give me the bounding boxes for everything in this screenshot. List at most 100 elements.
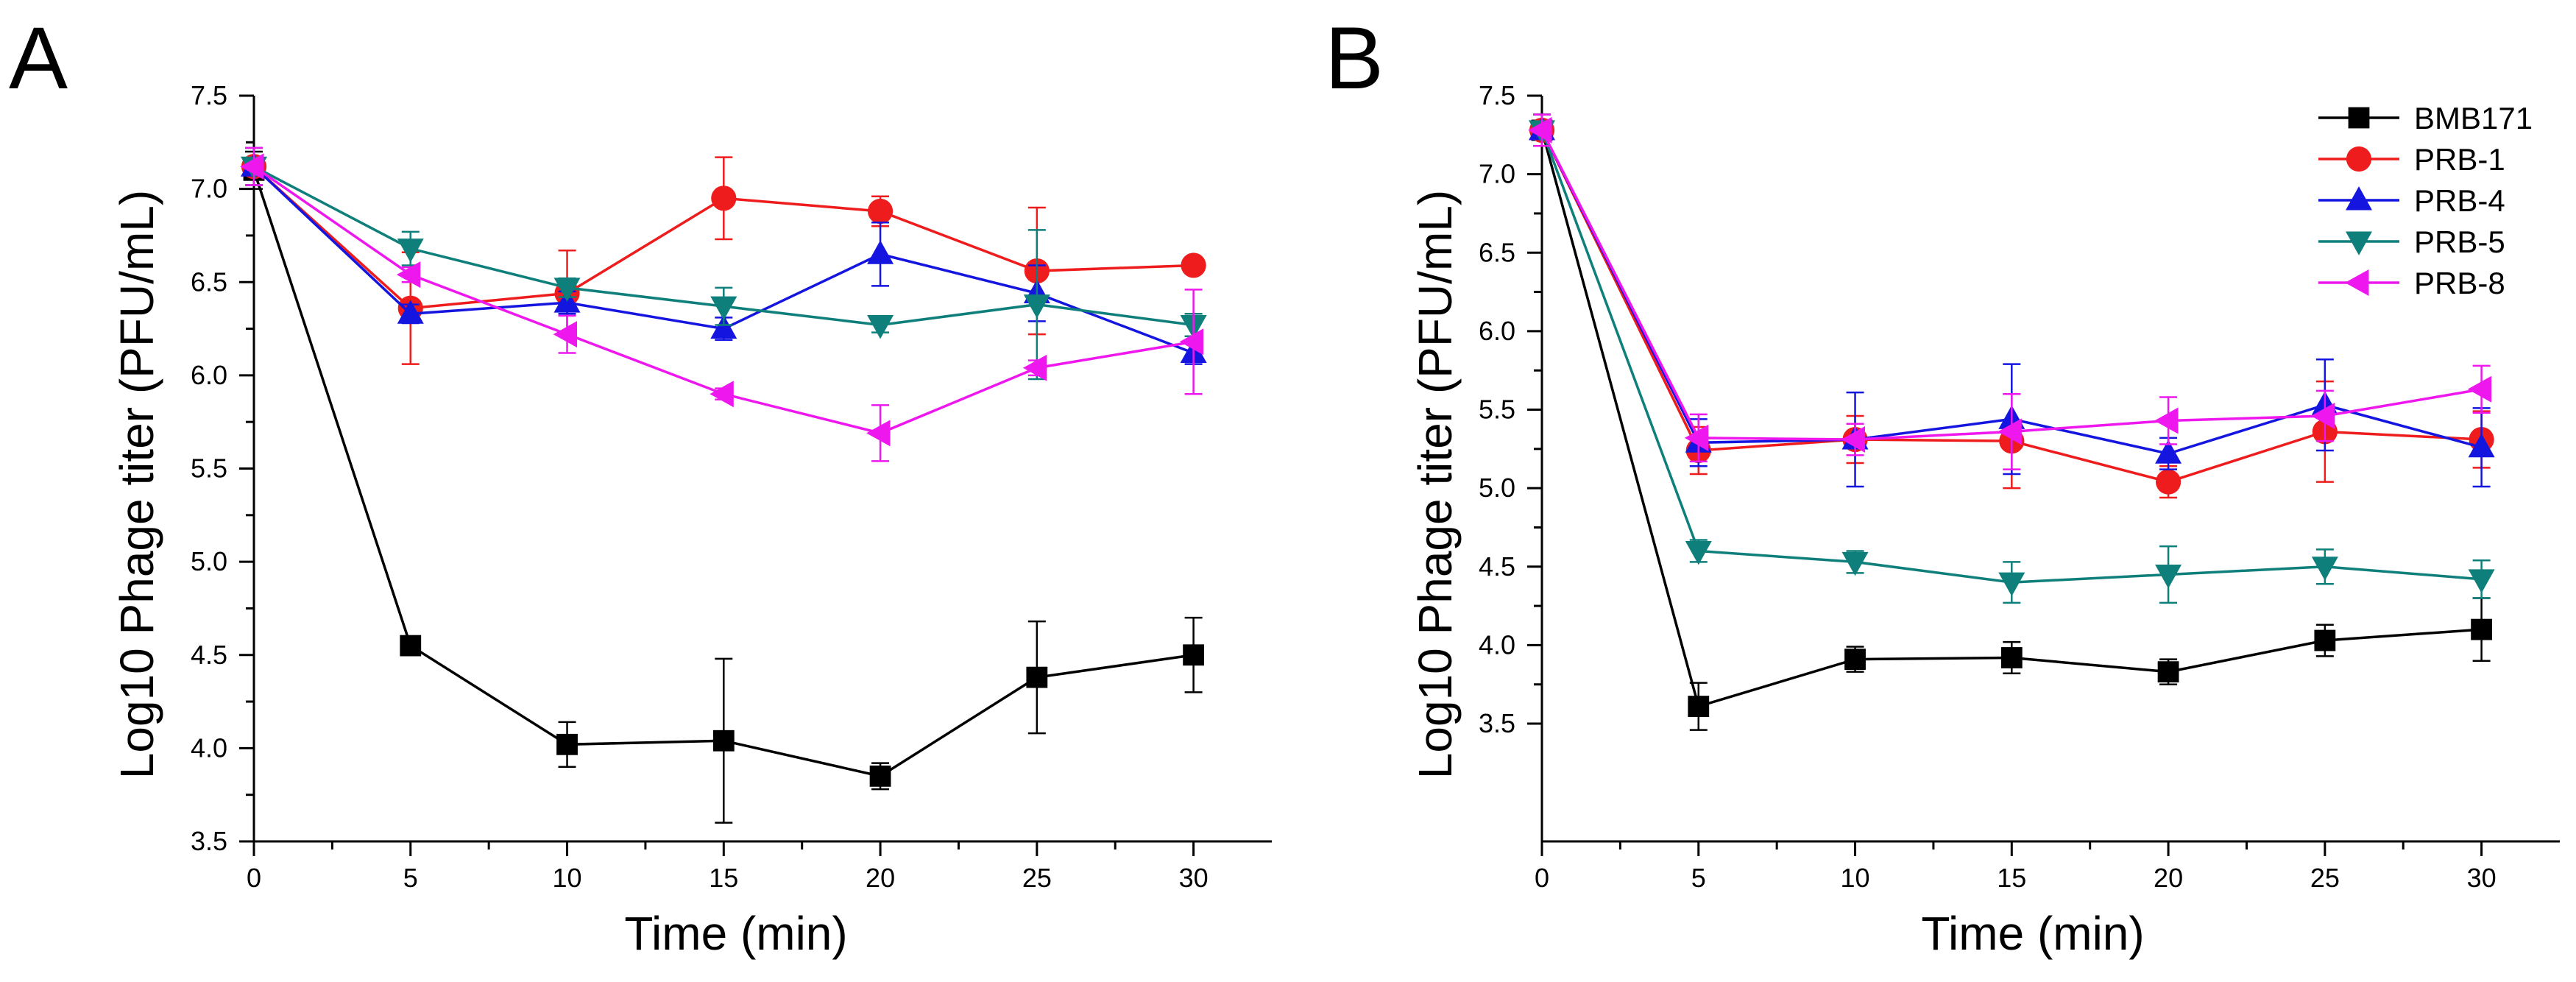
panel-a-data-point: [556, 733, 578, 755]
panel-b-legend-marker: [2346, 231, 2372, 255]
panel-b-x-tick-label: 15: [1997, 863, 2026, 893]
panel-b-y-tick-label: 6.5: [1479, 237, 1515, 267]
panel-a-x-tick-label: 10: [553, 863, 582, 893]
panel-a-y-axis-title: Log10 Phage titer (PFU/mL): [110, 190, 163, 779]
panel-b-data-point: [1998, 572, 2025, 597]
panel-b-series-line: [1540, 130, 2482, 584]
panel-a-data-point: [867, 240, 894, 264]
panel-b-data-point: [2000, 647, 2023, 668]
panel-a-data-point: [867, 198, 894, 225]
panel-a-y-tick-label: 3.5: [191, 826, 227, 856]
panel-b-data-point: [1685, 540, 1712, 565]
panel-b-data-point: [1841, 426, 1866, 453]
panel-b-data-point: [2311, 557, 2338, 581]
panel-b-data-point: [2155, 469, 2182, 495]
panel-b-data-point: [2468, 569, 2495, 593]
panel-a-data-point: [1181, 252, 1206, 278]
panel-a-letter: A: [9, 9, 68, 107]
panel-b-y-tick-label: 7.5: [1479, 80, 1515, 110]
panel-a-y-tick-label: 6.5: [191, 266, 227, 297]
panel-b-y-tick-label: 4.5: [1479, 551, 1515, 582]
panel-a-x-tick-label: 30: [1179, 863, 1209, 893]
panel-b: B Time (min) Log10 Phage titer (PFU/mL) …: [1325, 9, 2560, 960]
panel-b-legend-marker: [2346, 186, 2372, 211]
panel-a-x-tick-label: 5: [403, 863, 418, 893]
panel-a-data-point: [400, 635, 422, 657]
panel-a-data-point: [1023, 294, 1050, 319]
panel-b-data-point: [2155, 439, 2182, 464]
panel-a-data-point: [710, 296, 737, 321]
panel-a-data-point: [710, 381, 734, 408]
panel-b-y-axis-title: Log10 Phage titer (PFU/mL): [1409, 190, 1462, 779]
panel-b-y-tick-label: 4.0: [1479, 629, 1515, 660]
panel-a-data-point: [553, 321, 578, 348]
panel-b-series-bmb171: [1531, 113, 2493, 731]
panel-b-x-axis-title: Time (min): [1921, 907, 2144, 960]
panel-b-data-point: [2154, 407, 2179, 434]
panel-b-legend-marker: [2346, 146, 2372, 172]
panel-a-data-point: [1179, 328, 1204, 356]
panel-b-legend-marker: [2345, 269, 2369, 296]
panel-b-data-point: [1844, 649, 1866, 671]
panel-b-series-prb-8: [1528, 113, 2492, 470]
panel-a-series-prb-8: [240, 146, 1204, 462]
panel-b-legend-label: PRB-5: [2414, 225, 2505, 259]
panel-b-y-tick-label: 5.0: [1479, 473, 1515, 503]
panel-b-x-tick-label: 10: [1841, 863, 1870, 893]
panel-b-y-tick-label: 5.5: [1479, 395, 1515, 425]
panel-b-data-point: [2471, 618, 2493, 640]
panel-b-data-point: [1688, 696, 1710, 717]
panel-a-data-point: [240, 153, 264, 180]
panel-a-data-point: [396, 261, 421, 289]
panel-b-legend-label: PRB-8: [2414, 266, 2505, 300]
panel-a: A Time (min) Log10 Phage titer (PFU/mL) …: [9, 9, 1272, 960]
panel-a-x-tick-label: 25: [1022, 863, 1052, 893]
panel-a-data-point: [869, 765, 891, 787]
panel-b-series-prb-5: [1529, 113, 2495, 604]
panel-a-y-tick-label: 7.5: [191, 80, 227, 110]
panel-b-x-tick-label: 30: [2467, 863, 2497, 893]
panel-a-x-tick-label: 0: [247, 863, 261, 893]
panel-b-data-point: [2310, 403, 2335, 430]
panel-b-data-point: [2157, 661, 2179, 683]
panel-b-letter: B: [1325, 9, 1384, 107]
panel-a-y-tick-label: 6.0: [191, 360, 227, 390]
panel-b-data-point: [1528, 116, 1552, 144]
panel-a-y-tick-label: 7.0: [191, 174, 227, 204]
panel-b-legend-label: BMB171: [2414, 101, 2533, 135]
panel-a-y-tick-label: 5.0: [191, 546, 227, 576]
panel-b-data-point: [2155, 564, 2182, 589]
panel-a-y-tick-label: 5.5: [191, 453, 227, 484]
panel-b-x-tick-label: 0: [1535, 863, 1549, 893]
panel-a-x-tick-label: 20: [866, 863, 895, 893]
panel-b-legend-label: PRB-1: [2414, 142, 2505, 177]
panel-a-x-tick-label: 15: [709, 863, 738, 893]
panel-a-y-tick-label: 4.5: [191, 640, 227, 670]
panel-b-y-tick-label: 6.0: [1479, 316, 1515, 346]
panel-a-series-bmb171: [243, 150, 1205, 824]
panel-a-data-point: [1022, 354, 1047, 381]
panel-a-data-point: [553, 278, 581, 302]
panel-a-x-axis-title: Time (min): [624, 907, 847, 960]
panel-b-data-point: [1684, 424, 1709, 451]
panel-b-data-point: [1998, 418, 2022, 445]
panel-a-data-point: [397, 239, 424, 263]
panel-b-legend-label: PRB-4: [2414, 183, 2505, 218]
panel-a-data-point: [1026, 666, 1048, 688]
panel-a-data-point: [1183, 644, 1205, 666]
panel-b-legend: BMB171 PRB-1 PRB-4 PRB-5 PRB-8: [2318, 101, 2533, 300]
panel-b-data-point: [2314, 629, 2336, 651]
panel-a-data-point: [710, 314, 737, 339]
panel-b-x-tick-label: 25: [2310, 863, 2340, 893]
panel-b-data-point: [1841, 551, 1869, 576]
panel-a-data-point: [397, 300, 424, 324]
panel-b-data-point: [2467, 375, 2492, 403]
panel-b-x-tick-label: 5: [1691, 863, 1706, 893]
panel-a-data-point: [711, 186, 737, 211]
panel-a-data-point: [867, 314, 894, 339]
panel-a-y-tick-label: 4.0: [191, 732, 227, 763]
panel-b-x-tick-label: 20: [2154, 863, 2183, 893]
panel-b-y-tick-label: 7.0: [1479, 159, 1515, 189]
panel-b-y-tick-label: 3.5: [1479, 708, 1515, 738]
